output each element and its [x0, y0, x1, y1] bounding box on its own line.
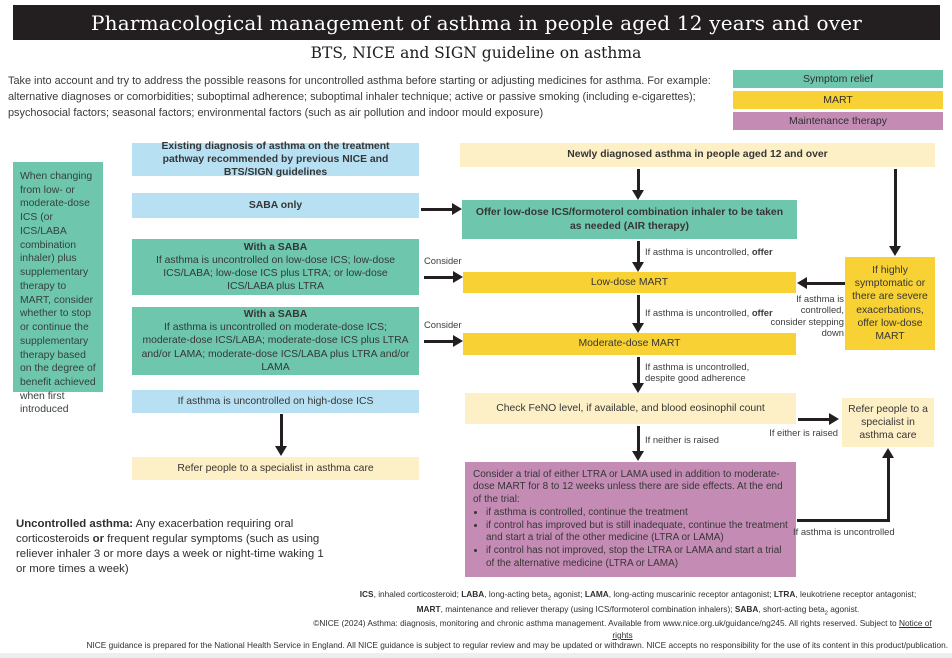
mart-change-side-note: When changing from low- or moderate-dose…: [13, 162, 103, 415]
refer-specialist-right-box: Refer people to a specialist in asthma c…: [842, 398, 934, 447]
trial-bullet-2: if control has improved but is still ina…: [486, 520, 788, 545]
legend-symptom-relief: Symptom relief: [733, 70, 943, 88]
either-raised-label: If either is raised: [769, 427, 838, 438]
arrow-left-head-icon: [797, 277, 807, 289]
neither-raised-label: If neither is raised: [645, 434, 719, 445]
label-text: If asthma is uncontrolled,: [645, 307, 752, 318]
abbreviations-line-2: MART, maintenance and reliever therapy (…: [416, 604, 860, 617]
newly-diagnosed-box: Newly diagnosed asthma in people aged 12…: [460, 143, 935, 167]
arrow-shaft: [637, 241, 640, 264]
ltra-lama-trial-box: Consider a trial of either LTRA or LAMA …: [465, 462, 796, 577]
bottom-edge-strip: [0, 653, 952, 658]
arrow-shaft: [637, 426, 640, 453]
arrow-down-head-icon: [632, 262, 644, 272]
notice-of-rights-link[interactable]: Notice of rights: [612, 618, 932, 641]
arrow-down-head-icon: [632, 323, 644, 333]
arrow-right-head-icon: [453, 335, 463, 347]
arrow-down-head-icon: [632, 451, 644, 461]
saba-only-box: SABA only: [132, 193, 419, 218]
uncontrolled-offer-label-2: If asthma is uncontrolled, offer: [645, 307, 773, 318]
legend-mart: MART: [733, 91, 943, 109]
with-saba-low-body: If asthma is uncontrolled on low-dose IC…: [155, 254, 396, 293]
legend-maintenance-label: Maintenance therapy: [788, 115, 888, 127]
arrow-shaft: [637, 169, 640, 192]
arrow-shaft: [887, 456, 890, 522]
with-saba-moderate-body: If asthma is uncontrolled on moderate-do…: [141, 322, 410, 373]
high-dose-ics-box: If asthma is uncontrolled on high-dose I…: [132, 390, 419, 413]
label-text: If asthma is uncontrolled,: [645, 246, 752, 257]
arrow-shaft: [637, 357, 640, 385]
legend-maintenance: Maintenance therapy: [733, 112, 943, 130]
trial-bullet-list: if asthma is controlled, continue the tr…: [473, 507, 788, 570]
with-saba-low-title: With a SABA: [243, 241, 308, 253]
arrow-shaft: [637, 295, 640, 325]
existing-diagnosis-box: Existing diagnosis of asthma on the trea…: [132, 141, 419, 178]
moderate-dose-mart-box: Moderate-dose MART: [463, 333, 796, 355]
label-offer-bold: offer: [751, 246, 773, 257]
page-title: Pharmacological management of asthma in …: [90, 10, 862, 35]
page-subtitle: BTS, NICE and SIGN guideline on asthma: [310, 44, 642, 62]
trial-bullet-1: if asthma is controlled, continue the tr…: [486, 507, 788, 520]
consider-label-low: Consider: [424, 255, 462, 266]
arrow-shaft: [894, 169, 897, 248]
arrow-down-head-icon: [632, 190, 644, 200]
consider-label-moderate: Consider: [424, 319, 462, 330]
with-saba-moderate-box: With a SABA If asthma is uncontrolled on…: [132, 307, 419, 375]
title-bar: Pharmacological management of asthma in …: [13, 5, 940, 40]
arrow-shaft: [424, 340, 455, 343]
arrow-right-head-icon: [453, 271, 463, 283]
uncontrolled-asthma-definition: Uncontrolled asthma: Any exacerbation re…: [16, 518, 324, 576]
arrow-shaft: [280, 414, 283, 448]
legend-symptom-relief-label: Symptom relief: [802, 73, 874, 85]
abbreviations-block: ICS, inhaled corticosteroid; LABA, long-…: [330, 588, 946, 618]
intro-paragraph: Take into account and try to address the…: [8, 75, 711, 119]
uncontrolled-offer-label-1: If asthma is uncontrolled, offer: [645, 246, 773, 257]
arrow-shaft: [798, 418, 831, 421]
arrow-down-head-icon: [275, 446, 287, 456]
legend-mart-label: MART: [823, 94, 853, 106]
arrow-right-head-icon: [452, 203, 462, 215]
controlled-stepping-label: If asthma is controlled, consider steppi…: [770, 293, 845, 339]
with-saba-moderate-title: With a SABA: [243, 309, 308, 321]
disclaimer-line: NICE guidance is prepared for the Nation…: [86, 640, 949, 650]
air-therapy-box: Offer low-dose ICS/formoterol combinatio…: [462, 200, 797, 239]
copyright-text: ©NICE (2024) Asthma: diagnosis, monitori…: [313, 618, 899, 628]
with-saba-low-box: With a SABA If asthma is uncontrolled on…: [132, 239, 419, 295]
highly-symptomatic-box: If highly symptomatic or there are sever…: [845, 257, 935, 350]
asthma-uncontrolled-label: If asthma is uncontrolled: [793, 526, 895, 537]
uncontrolled-adherence-label: If asthma is uncontrolled, despite good …: [645, 361, 750, 384]
arrow-shaft: [806, 282, 845, 285]
label-offer-bold: offer: [751, 307, 773, 318]
abbreviations-line-1: ICS, inhaled corticosteroid; LABA, long-…: [359, 589, 917, 602]
arrow-shaft: [424, 276, 455, 279]
refer-specialist-left-box: Refer people to a specialist in asthma c…: [132, 457, 419, 480]
arrow-down-head-icon: [889, 246, 901, 256]
arrow-shaft: [421, 208, 454, 211]
trial-bullet-3: if control has not improved, stop the LT…: [486, 545, 788, 570]
arrow-up-head-icon: [882, 448, 894, 458]
arrow-shaft: [797, 519, 890, 522]
trial-intro: Consider a trial of either LTRA or LAMA …: [473, 468, 783, 506]
copyright-line: ©NICE (2024) Asthma: diagnosis, monitori…: [305, 617, 940, 641]
arrow-down-head-icon: [632, 383, 644, 393]
check-feno-box: Check FeNO level, if available, and bloo…: [465, 393, 796, 424]
low-dose-mart-box: Low-dose MART: [463, 272, 796, 293]
arrow-right-head-icon: [829, 413, 839, 425]
